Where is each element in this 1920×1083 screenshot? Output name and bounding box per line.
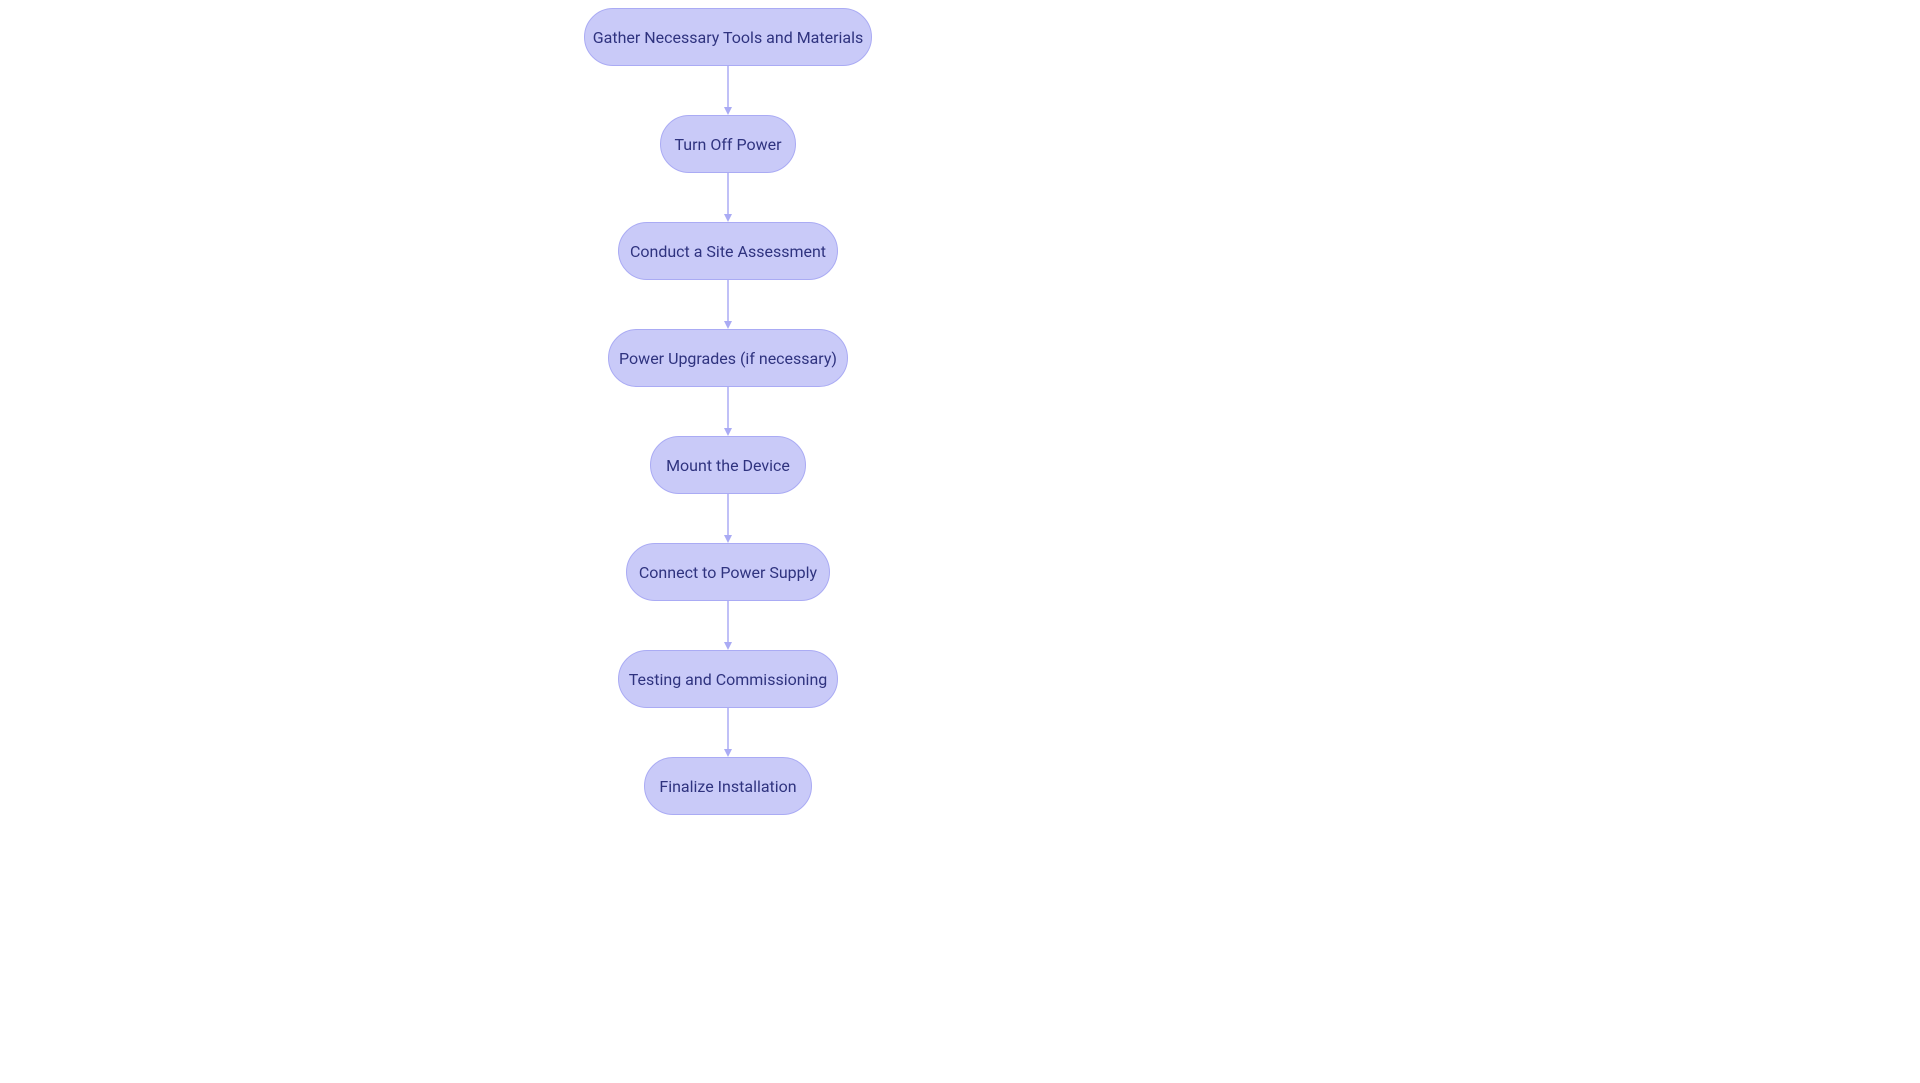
flowchart-node: Gather Necessary Tools and Materials (584, 8, 872, 66)
flowchart-node-label: Turn Off Power (675, 135, 782, 154)
flowchart-node: Power Upgrades (if necessary) (608, 329, 848, 387)
flowchart-canvas: Gather Necessary Tools and Materials Turn… (0, 0, 1920, 1083)
flowchart-node-label: Gather Necessary Tools and Materials (593, 28, 864, 47)
flowchart-node-label: Conduct a Site Assessment (630, 242, 826, 261)
flowchart-node: Turn Off Power (660, 115, 796, 173)
flowchart-node-label: Finalize Installation (659, 777, 796, 796)
flowchart-node: Mount the Device (650, 436, 806, 494)
flowchart-node: Testing and Commissioning (618, 650, 838, 708)
flowchart-edges (0, 0, 1920, 1083)
flowchart-node-label: Testing and Commissioning (629, 670, 828, 689)
flowchart-node-label: Mount the Device (666, 456, 790, 475)
flowchart-node: Conduct a Site Assessment (618, 222, 838, 280)
flowchart-node: Finalize Installation (644, 757, 812, 815)
flowchart-node-label: Connect to Power Supply (639, 563, 817, 582)
flowchart-node: Connect to Power Supply (626, 543, 830, 601)
flowchart-node-label: Power Upgrades (if necessary) (619, 349, 837, 368)
